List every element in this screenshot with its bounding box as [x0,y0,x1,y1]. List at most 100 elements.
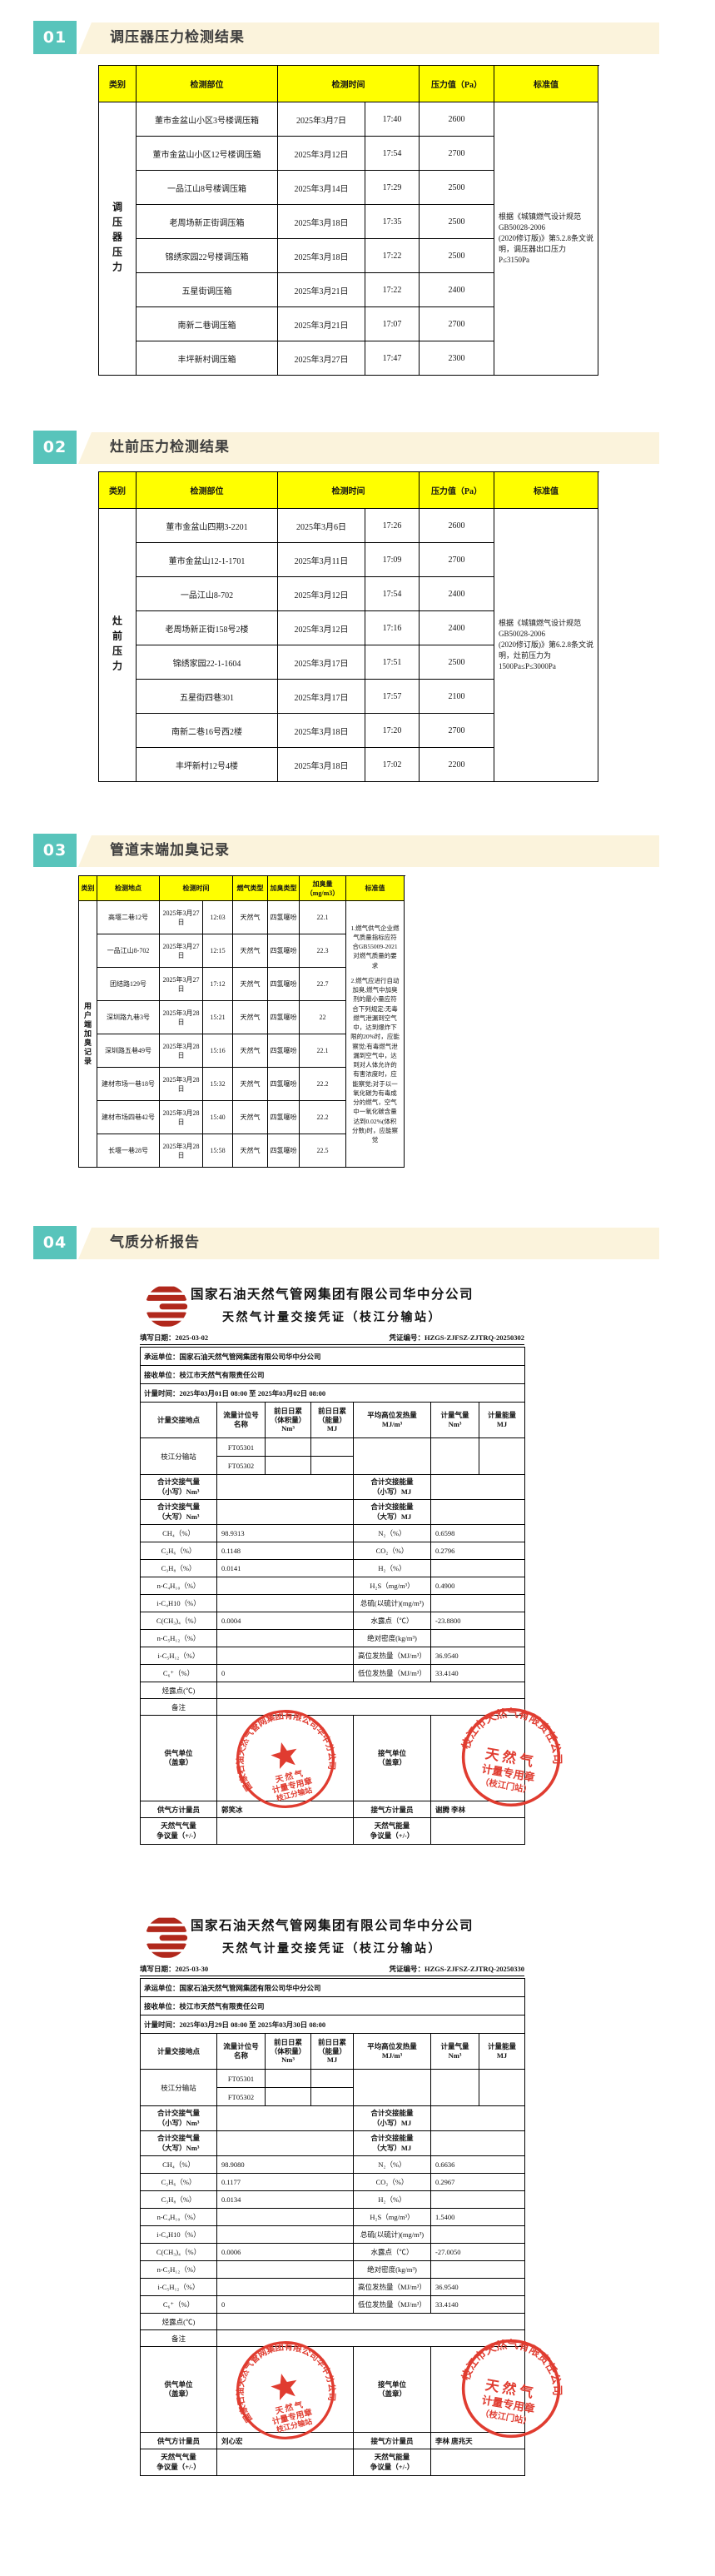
metering-certificate-2: 国家石油天然气管网集团有限公司华中分公司 天然气计量交接凭证（枝江分输站） 填写… [139,1916,571,2476]
supply-unit-label: 供气单位 （盖章） [140,2346,217,2433]
chem-value-left: 0.0006 [216,2243,354,2261]
chem-value-left [216,1647,354,1665]
chem-label-left: CH₄（%） [140,2155,217,2174]
cell-odor-type: 四氢噻吩 [268,934,300,968]
cell-date: 2025年3月28日 [160,1068,203,1101]
chem-value-right: 0.6598 [429,1524,526,1542]
supply-stamp-cell: 国家石油天然气管网集团有限公司华中分公司 天然气 计量专用章 枝江分输站 [216,2330,354,2440]
total-qty-upper-label: 合计交接气量 （大写）Nm³ [140,2130,217,2156]
chem-label-right: 总硫(以硫计)(mg/m³) [353,2225,431,2244]
cell-odor-type: 四氢噻吩 [268,1034,300,1068]
chem-rows: CH₄（%） 98.9080 N₂（%） 0.6636 C₂H₆（%） 0.11… [140,2155,526,2314]
cell-part: 一品江山8号楼调压箱 [137,171,278,205]
cell-time: 17:26 [365,509,420,543]
pipechina-logo-icon [145,1917,188,1958]
cell-time: 15:16 [203,1034,233,1068]
chem-label-left: n-C₄H₁₀（%） [140,1577,217,1595]
cell-odor-type: 四氢噻吩 [268,1101,300,1134]
cell-odor-amount: 22.7 [300,968,346,1001]
receive-stamp-cell: 枝江市天然气有限责任公司 天然气 计量专用章 （枝江门站） [429,2329,571,2439]
chem-label-left: C(CH₃)₄（%） [140,1612,217,1630]
cell-gas-type: 天然气 [233,1068,268,1101]
supply-meterman-label: 供气方计量员 [140,2432,217,2449]
chem-value-left: 98.9080 [216,2155,354,2174]
standard-paragraph-1: 1.燃气供气企业燃气质量指标应符合GB55009-2021 对燃气质量的要求 [350,924,400,969]
certificate-doc-title: 天然气计量交接凭证（枝江分输站） [222,1312,442,1324]
cell-gas-type: 天然气 [233,901,268,934]
cell-part: 五星街调压箱 [137,273,278,307]
cell-time: 17:16 [365,611,420,645]
cell-time: 17:29 [365,171,420,205]
cell-part: 南新二巷16号西2楼 [137,714,278,748]
cell-odor-amount: 22.1 [300,901,346,934]
chem-label-right: 高位发热量（MJ/m³） [353,1647,431,1665]
chem-value-right [429,1594,526,1612]
gas-dispute-label: 天然气气量 争议量（+/-） [140,2449,217,2476]
cell-gas-type: 天然气 [233,1001,268,1034]
cell-place: 深圳路九巷3号 [97,1001,160,1034]
chem-value-left: 0.1177 [216,2173,354,2191]
col-header-place: 检测地点 [97,876,160,901]
grid-header-prev-energy: 前日日累 （能量）MJ [310,2033,354,2070]
chem-label-left: C₂H₆（%） [140,1542,217,1560]
chem-value-right: 36.9540 [429,1647,526,1665]
chem-value-right: 33.4140 [429,1664,526,1682]
certificate-doc-title: 天然气计量交接凭证（枝江分输站） [222,1943,442,1956]
chem-label-left: i-C₄H10（%） [140,1594,217,1612]
cell-part: 董市金盆山小区12号楼调压箱 [137,137,278,171]
chem-value-left: 0 [216,1664,354,1682]
cell-part: 锦绣家园22-1-1604 [137,645,278,680]
grid-header-energy: 计量能量 MJ [478,1402,526,1438]
chem-value-right: 0.6636 [429,2155,526,2174]
receive-unit-seal-stamp: 枝江市天然气有限责任公司 天然气 计量专用章 （枝江门站） [459,2329,571,2439]
chem-value-left: 0.0141 [216,1559,354,1577]
cell-gas-type: 天然气 [233,968,268,1001]
cell-place: 深圳路五巷49号 [97,1034,160,1068]
chem-value-right: 1.5400 [429,2208,526,2226]
station-cell: 枝江分输站 [140,2069,217,2106]
chem-value-right: -23.8800 [429,1612,526,1630]
chem-label-left: C₃H₈（%） [140,2190,217,2209]
chem-value-right [429,2190,526,2209]
cell-part: 老周场新正街158号2楼 [137,611,278,645]
chem-value-right: 0.4900 [429,1577,526,1595]
section-header-gas-quality: 04 气质分析报告 [33,1226,659,1259]
carrier-row: 承运单位：国家石油天然气管网集团有限公司华中分公司 [139,1978,526,1997]
cell-pressure: 2400 [420,611,494,645]
receiver-row: 接收单位：枝江市天然气有限责任公司 [139,1365,526,1384]
category-cell: 灶前压力 [99,509,137,782]
receive-meterman-label: 接气方计量员 [353,2432,431,2449]
cell-date: 2025年3月17日 [278,680,365,714]
chem-value-left: 0 [216,2295,354,2314]
chem-value-left [216,2208,354,2226]
cell-date: 2025年3月27日 [160,901,203,934]
chem-label-right: 高位发热量（MJ/m³） [353,2278,431,2296]
metering-certificate-1: 国家石油天然气管网集团有限公司华中分公司 天然气计量交接凭证（枝江分输站） 填写… [139,1284,571,1845]
cell-time: 17:54 [365,577,420,611]
fill-date: 填写日期：2025-03-02 [140,1333,209,1342]
chem-value-left: 0.1148 [216,1542,354,1560]
cell-date: 2025年3月14日 [278,171,365,205]
grid-header-energy: 计量能量 MJ [478,2033,526,2070]
cell-pressure: 2400 [420,577,494,611]
section-number-badge: 01 [33,21,77,54]
cell-part: 锦绣家园22号楼调压箱 [137,239,278,273]
chem-value-right: 0.2967 [429,2173,526,2191]
cell-place: 建材市场四巷42号 [97,1101,160,1134]
cell-part: 南新二巷调压箱 [137,307,278,341]
receive-stamp-cell: 枝江市天然气有限责任公司 天然气 计量专用章 （枝江门站） [429,1698,571,1807]
station-cell: 枝江分输站 [140,1437,217,1475]
cell-pressure: 2200 [420,748,494,782]
metering-time-row: 计量时间：2025年03月29日 08:00 至 2025年03月30日 08:… [139,2015,526,2034]
chem-label-left: n-C₅H₁₂（%） [140,2260,217,2279]
chem-label-right: 总硫(以硫计)(mg/m³) [353,1594,431,1612]
standard-cell: 根据《城镇燃气设计规范GB50028-2006 (2020修订版)》第6.2.8… [494,509,598,782]
col-header-pressure: 压力值（Pa） [420,66,494,102]
chem-label-right: H₂S（mg/m³） [353,1577,431,1595]
chem-label-left: CH₄（%） [140,1524,217,1542]
cell-time: 17:12 [203,968,233,1001]
chem-label-right: CO₂（%） [353,2173,431,2191]
cell-pressure: 2700 [420,543,494,577]
cell-odor-type: 四氢噻吩 [268,1068,300,1101]
cell-part: 五星街四巷301 [137,680,278,714]
